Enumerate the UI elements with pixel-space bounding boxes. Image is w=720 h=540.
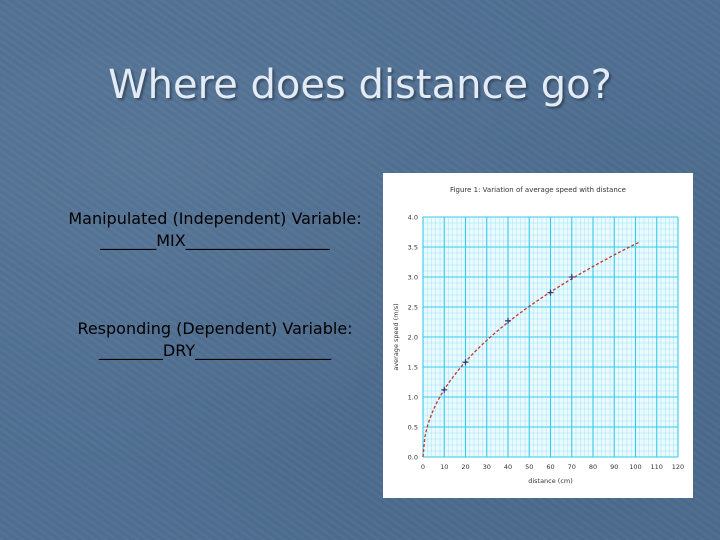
- responding-variable-answer: ________DRY_________________: [98, 341, 332, 360]
- y-tick-label: 3.5: [408, 244, 418, 252]
- chart-grid: [422, 216, 679, 458]
- y-tick-label: 2.0: [408, 334, 418, 342]
- fit-curve: [422, 241, 641, 458]
- chart-text: 0 10 20 30 40 50 60 70 80 90 100 110 120 0.0 0.5 1.0 1.5…: [392, 186, 684, 485]
- x-tick-label: 50: [525, 463, 533, 471]
- data-point: [462, 359, 469, 366]
- x-axis-label: distance (cm): [528, 477, 573, 485]
- slide-title: Where does distance go?: [108, 62, 612, 108]
- speed-distance-chart: 0 10 20 30 40 50 60 70 80 90 100 110 120 0.0 0.5 1.0 1.5…: [392, 186, 684, 485]
- data-point: [441, 386, 448, 393]
- y-axis-label: average speed (m/s): [392, 303, 400, 370]
- y-tick-label: 4.0: [408, 214, 418, 222]
- chart-title: Figure 1: Variation of average speed wit…: [450, 186, 626, 194]
- y-tick-label: 2.5: [408, 304, 418, 312]
- x-tick-label: 90: [610, 463, 618, 471]
- y-tick-label: 3.0: [408, 274, 418, 282]
- y-tick-label: 1.5: [408, 364, 418, 372]
- data-point: [568, 274, 575, 280]
- data-point: [505, 317, 511, 324]
- y-tick-label: 0.0: [408, 454, 418, 462]
- x-tick-label: 0: [421, 463, 425, 471]
- data-point: [547, 289, 554, 296]
- responding-variable-block: Responding (Dependent) Variable: _______…: [40, 318, 390, 362]
- manipulated-variable-block: Manipulated (Independent) Variable: ____…: [40, 208, 390, 252]
- manipulated-variable-label: Manipulated (Independent) Variable:: [68, 209, 362, 228]
- x-tick-label: 20: [461, 463, 469, 471]
- x-tick-label: 110: [651, 463, 663, 471]
- speed-distance-figure: 0 10 20 30 40 50 60 70 80 90 100 110 120 0.0 0.5 1.0 1.5…: [383, 173, 693, 498]
- data-points: [441, 274, 575, 393]
- y-tick-label: 1.0: [408, 394, 418, 402]
- x-tick-label: 60: [546, 463, 554, 471]
- manipulated-variable-answer: _______MIX__________________: [100, 231, 330, 250]
- x-tick-label: 10: [440, 463, 448, 471]
- y-tick-label: 0.5: [408, 424, 418, 432]
- responding-variable-label: Responding (Dependent) Variable:: [77, 319, 353, 338]
- x-tick-label: 70: [568, 463, 576, 471]
- x-tick-label: 120: [672, 463, 684, 471]
- x-tick-label: 40: [504, 463, 512, 471]
- x-tick-label: 30: [483, 463, 491, 471]
- x-tick-label: 80: [589, 463, 597, 471]
- x-tick-label: 100: [629, 463, 641, 471]
- fit-curve-layer: [422, 241, 641, 458]
